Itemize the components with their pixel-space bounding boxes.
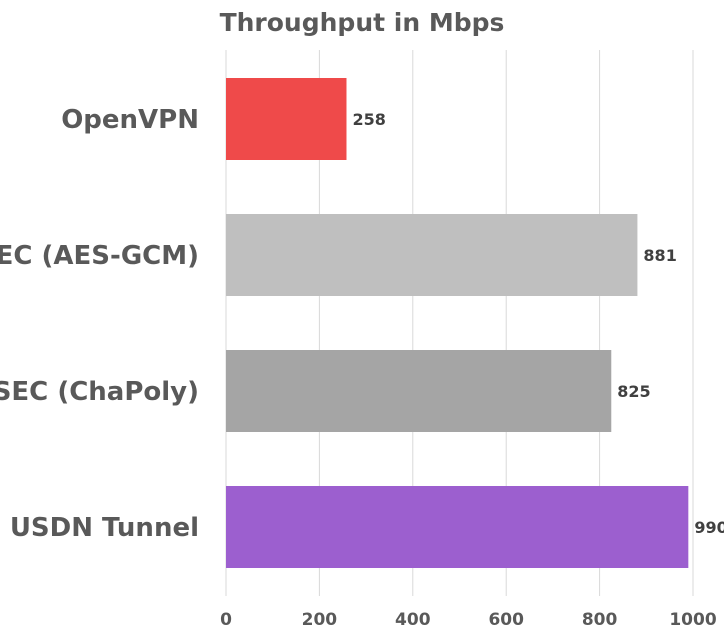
data-label-openvpn: 258 <box>352 110 385 129</box>
x-tick-label-0: 0 <box>220 610 232 630</box>
category-labels: OpenVPN IPSEC (AES-GCM) IPSEC (ChaPoly) USD… <box>0 105 199 543</box>
x-tick-labels: 0 200 400 600 800 1000 <box>220 610 717 630</box>
bar-openvpn <box>226 78 347 160</box>
bar-usdn-tunnel <box>226 486 689 568</box>
chart-title: Throughput in Mbps <box>220 8 505 37</box>
x-tick-label-800: 800 <box>582 610 618 630</box>
bar-ipsec-chapoly <box>226 350 612 432</box>
bars <box>226 78 689 568</box>
data-label-ipsec-aes-gcm: 881 <box>643 246 676 265</box>
category-label-ipsec-aes-gcm: IPSEC (AES-GCM) <box>0 241 199 271</box>
x-tick-label-200: 200 <box>302 610 338 630</box>
data-label-ipsec-chapoly: 825 <box>617 382 650 401</box>
data-label-usdn-tunnel: 990 <box>694 518 724 537</box>
x-tick-label-400: 400 <box>395 610 431 630</box>
x-tick-label-600: 600 <box>488 610 524 630</box>
category-label-usdn-tunnel: USDN Tunnel <box>10 513 199 543</box>
x-tick-label-1000: 1000 <box>669 610 716 630</box>
category-label-openvpn: OpenVPN <box>61 105 199 135</box>
bar-ipsec-aes-gcm <box>226 214 638 296</box>
category-label-ipsec-chapoly: IPSEC (ChaPoly) <box>0 377 199 407</box>
data-labels: 258 881 825 990 <box>352 110 724 537</box>
